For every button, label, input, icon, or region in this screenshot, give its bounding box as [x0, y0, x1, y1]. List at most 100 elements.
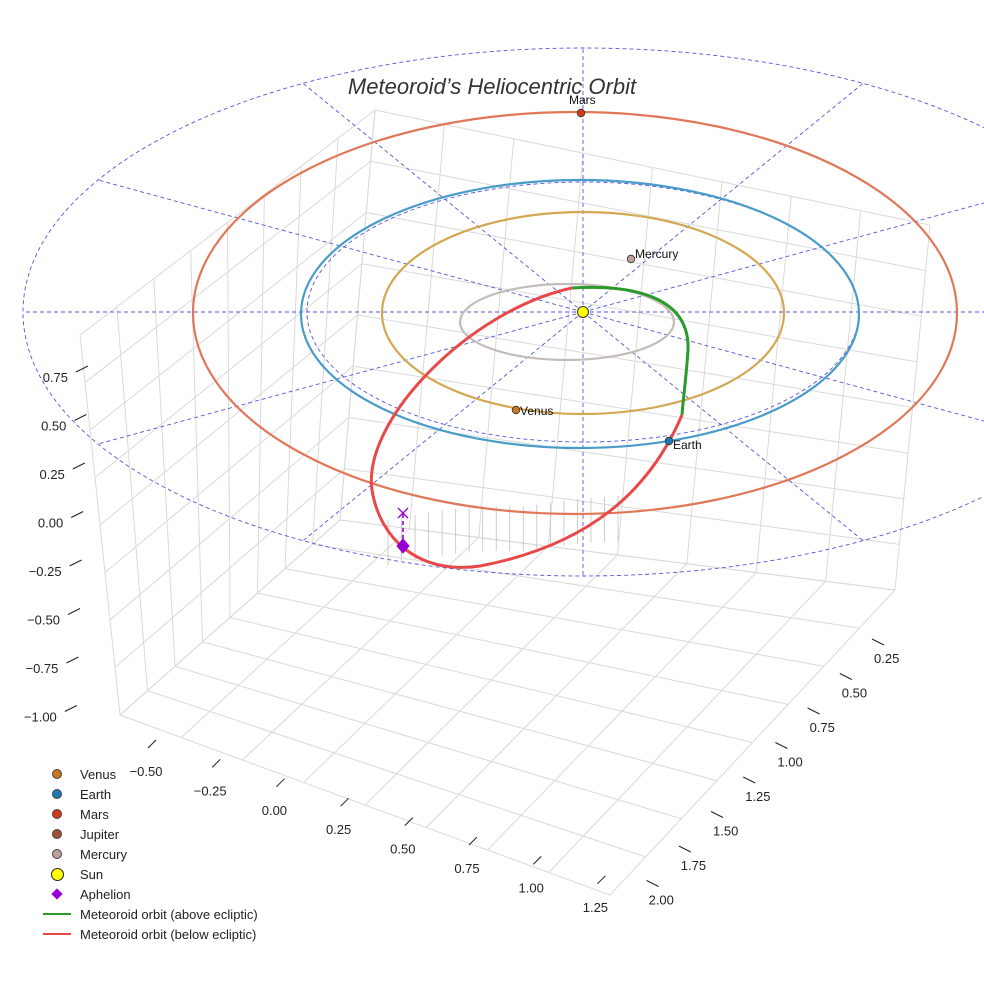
- legend-label: Sun: [80, 866, 104, 882]
- tick-labels: 0.75 0.50 0.25 0.00 −0.25 −0.50 −0.75 −1.00 −0.5…: [24, 365, 899, 915]
- mercury-point: [626, 254, 636, 264]
- y-tick-label: 0.50: [842, 686, 867, 701]
- orbit-mars: [191, 110, 959, 516]
- orbit-mercury: [458, 282, 676, 362]
- z-tick-mark: [75, 365, 89, 373]
- legend-symbol: [40, 924, 74, 944]
- grid-line: [99, 314, 358, 526]
- ecliptic-spoke: [582, 311, 864, 541]
- y-tick-label: 1.25: [745, 789, 770, 804]
- ecliptic-spoke: [582, 83, 864, 313]
- y-tick-mark: [839, 673, 853, 680]
- x-tick-mark: [211, 759, 221, 768]
- line-icon: [43, 933, 71, 935]
- x-tick-label: 0.50: [390, 842, 415, 857]
- legend-label: Meteoroid orbit (below ecliptic): [80, 926, 257, 942]
- legend-label: Jupiter: [80, 826, 120, 842]
- grid-line: [366, 212, 922, 317]
- legend-symbol: [40, 764, 74, 784]
- drop-lines: [387, 496, 619, 565]
- y-tick-mark: [710, 811, 724, 818]
- grid-line: [339, 519, 896, 591]
- legend-label: Meteoroid orbit (above ecliptic): [80, 906, 258, 922]
- dot-icon: [52, 849, 62, 859]
- x-tick-mark: [276, 778, 285, 788]
- x-tick-label: −0.50: [130, 764, 163, 779]
- z-tick-label: −1.00: [24, 710, 57, 725]
- dot-icon: [52, 789, 62, 799]
- y-tick-label: 1.50: [713, 824, 738, 839]
- legend-item: Earth: [40, 784, 258, 804]
- reference-lines: [22, 47, 984, 577]
- grid-line: [348, 417, 904, 500]
- grid-line: [487, 572, 757, 851]
- z-tick-label: 0.00: [38, 516, 63, 531]
- sun-icon: [50, 867, 64, 881]
- grid-line: [284, 568, 824, 667]
- z-tick-mark: [66, 656, 79, 664]
- legend-symbol: [40, 884, 74, 904]
- chart-title: Meteoroid’s Heliocentric Orbit: [347, 74, 637, 99]
- x-tick-label: 0.75: [454, 861, 479, 876]
- legend-label: Aphelion: [80, 886, 131, 902]
- legend-symbol: [40, 844, 74, 864]
- y-tick-mark: [646, 880, 659, 887]
- grid-line: [425, 563, 688, 828]
- grid-line: [94, 263, 363, 478]
- x-tick-mark: [340, 797, 349, 807]
- aphelion-projection: [397, 507, 409, 519]
- z-tick-mark: [72, 462, 86, 470]
- x-tick-label: 0.00: [262, 803, 287, 818]
- x-tick-label: −0.25: [194, 783, 227, 798]
- grid-line: [357, 314, 913, 408]
- legend-label: Venus: [80, 766, 117, 782]
- legend: Venus Earth Mars Jupiter Mercury Sun Aphelion M…: [40, 764, 258, 944]
- legend-item: Sun: [40, 864, 258, 884]
- mars-point: [576, 108, 586, 118]
- y-tick-mark: [742, 776, 756, 784]
- sun-point: [577, 306, 589, 318]
- x-tick-mark: [532, 856, 542, 865]
- z-tick-mark: [69, 559, 82, 567]
- legend-symbol: [40, 864, 74, 884]
- z-tick-mark: [74, 414, 87, 421]
- grid-line: [374, 109, 931, 226]
- earth-label: Earth: [673, 438, 702, 452]
- z-tick-mark: [67, 608, 81, 615]
- y-tick-label: 0.75: [810, 720, 835, 735]
- legend-symbol: [40, 824, 74, 844]
- venus-point: [511, 405, 521, 415]
- y-tick-label: 0.25: [874, 651, 899, 666]
- line-icon: [43, 913, 71, 915]
- grid-line: [84, 160, 371, 383]
- legend-item: Meteoroid orbit (above ecliptic): [40, 904, 258, 924]
- orbit-earth: [299, 178, 861, 450]
- legend-label: Earth: [80, 786, 112, 802]
- legend-item: Aphelion: [40, 884, 258, 904]
- meteoroid-below-ecliptic: [369, 286, 684, 569]
- y-tick-label: 2.00: [649, 893, 674, 908]
- orbit-venus: [380, 210, 786, 416]
- grid-line: [548, 580, 826, 873]
- legend-symbol: [40, 804, 74, 824]
- grid-line: [257, 592, 789, 705]
- dot-icon: [52, 809, 62, 819]
- y-tick-label: 1.75: [681, 858, 706, 873]
- ecliptic-ring: [22, 47, 984, 577]
- grid-line: [609, 589, 896, 896]
- ecliptic-spoke: [302, 311, 584, 541]
- legend-label: Mercury: [80, 846, 127, 862]
- x-tick-label: 1.00: [519, 880, 544, 895]
- x-tick-mark: [404, 817, 414, 826]
- legend-item: Mercury: [40, 844, 258, 864]
- grid-line: [364, 554, 618, 806]
- x-tick-label: 1.25: [583, 900, 608, 915]
- z-tick-label: −0.75: [25, 661, 58, 676]
- z-tick-mark: [64, 705, 78, 712]
- meteoroid-above-ecliptic: [571, 285, 690, 416]
- points: Mercury Venus Earth Mars: [396, 93, 702, 554]
- mercury-label: Mercury: [635, 247, 678, 261]
- mars-label: Mars: [569, 93, 596, 107]
